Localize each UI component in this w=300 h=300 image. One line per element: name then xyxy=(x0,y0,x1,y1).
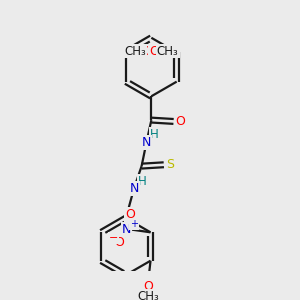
Text: O: O xyxy=(115,236,124,249)
Text: O: O xyxy=(144,45,154,58)
Text: +: + xyxy=(130,219,138,229)
Text: −: − xyxy=(109,233,118,243)
Text: N: N xyxy=(122,223,131,236)
Text: S: S xyxy=(167,158,175,171)
Text: CH₃: CH₃ xyxy=(137,290,159,300)
Text: CH₃: CH₃ xyxy=(157,45,178,58)
Text: CH₃: CH₃ xyxy=(124,45,146,58)
Text: O: O xyxy=(125,208,135,221)
Text: O: O xyxy=(176,115,185,128)
Text: H: H xyxy=(138,175,146,188)
Text: H: H xyxy=(150,128,158,141)
Text: O: O xyxy=(149,45,159,58)
Text: O: O xyxy=(143,280,153,293)
Text: N: N xyxy=(142,136,151,149)
Text: N: N xyxy=(129,182,139,195)
